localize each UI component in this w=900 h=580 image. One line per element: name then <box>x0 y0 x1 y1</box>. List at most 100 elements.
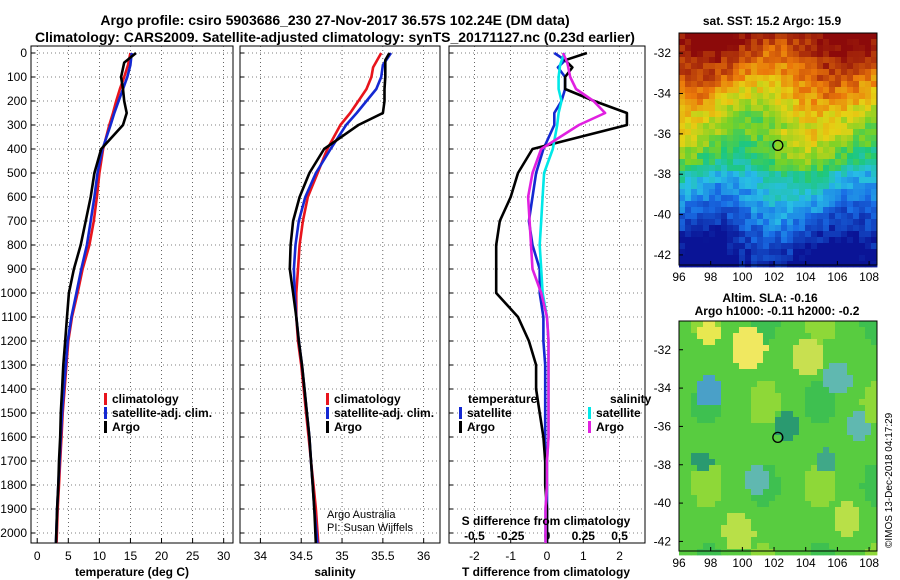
map-cell <box>703 207 710 214</box>
map-cell <box>787 399 794 406</box>
map-cell <box>841 159 848 166</box>
map-cell <box>739 171 746 178</box>
map-cell <box>865 99 872 106</box>
map-cell <box>835 69 842 76</box>
map-cell <box>817 333 824 340</box>
map-cell <box>697 153 704 160</box>
map-cell <box>841 429 848 436</box>
map-cell <box>823 393 830 400</box>
map-cell <box>793 75 800 82</box>
map-cell <box>721 423 728 430</box>
x-tick-label: -2 <box>469 549 480 563</box>
map-cell <box>799 429 806 436</box>
map-cell <box>859 333 866 340</box>
map-cell <box>853 129 860 136</box>
map-cell <box>799 171 806 178</box>
map-cell <box>703 171 710 178</box>
map-cell <box>721 225 728 232</box>
map-cell <box>727 81 734 88</box>
map-cell <box>823 195 830 202</box>
map-cell <box>709 237 716 244</box>
map-cell <box>811 57 818 64</box>
map-cell <box>829 207 836 214</box>
map-cell <box>805 321 812 328</box>
map-cell <box>799 45 806 52</box>
map-cell <box>757 381 764 388</box>
map-cell <box>751 141 758 148</box>
map-cell <box>799 189 806 196</box>
map-cell <box>769 363 776 370</box>
map-cell <box>685 399 692 406</box>
map-cell <box>703 255 710 262</box>
map-cell <box>679 195 686 202</box>
map-cell <box>709 87 716 94</box>
map-cell <box>799 381 806 388</box>
map-cell <box>811 387 818 394</box>
map-cell <box>787 507 794 514</box>
map-cell <box>841 255 848 262</box>
map-cell <box>715 183 722 190</box>
map-cell <box>811 417 818 424</box>
map-cell <box>823 483 830 490</box>
map-cell <box>787 351 794 358</box>
map-cell <box>769 99 776 106</box>
map-cell <box>811 249 818 256</box>
map-cell <box>727 177 734 184</box>
map-cell <box>787 165 794 172</box>
map-cell <box>829 141 836 148</box>
map-cell <box>703 213 710 220</box>
map-cell <box>787 525 794 532</box>
map-cell <box>769 135 776 142</box>
map-cell <box>691 435 698 442</box>
map-cell <box>739 357 746 364</box>
map-cell <box>709 543 716 550</box>
map-cell <box>871 57 878 64</box>
map-cell <box>763 453 770 460</box>
map-cell <box>703 159 710 166</box>
map-cell <box>697 411 704 418</box>
map-cell <box>751 393 758 400</box>
map-cell <box>721 357 728 364</box>
map-cell <box>793 369 800 376</box>
map-cell <box>793 141 800 148</box>
map-cell <box>787 447 794 454</box>
map-cell <box>871 207 878 214</box>
map-cell <box>793 507 800 514</box>
map-cell <box>775 387 782 394</box>
map-cell <box>721 201 728 208</box>
map-cell <box>799 93 806 100</box>
map-cell <box>757 33 764 40</box>
map-cell <box>847 495 854 502</box>
map-cell <box>847 411 854 418</box>
map-cell <box>745 33 752 40</box>
map-cell <box>775 261 782 268</box>
x-tick-label: 20 <box>155 549 169 563</box>
map-cell <box>769 465 776 472</box>
map-cell <box>871 369 878 376</box>
map-cell <box>745 321 752 328</box>
map-cell <box>793 465 800 472</box>
map-cell <box>865 123 872 130</box>
depth-tick-label: 1900 <box>0 502 27 516</box>
map-cell <box>865 453 872 460</box>
map-cell <box>871 447 878 454</box>
map-cell <box>781 483 788 490</box>
map-cell <box>817 141 824 148</box>
map-cell <box>853 471 860 478</box>
map-cell <box>715 153 722 160</box>
map-cell <box>733 237 740 244</box>
map-cell <box>859 363 866 370</box>
map-cell <box>793 129 800 136</box>
map-cell <box>721 345 728 352</box>
map-cell <box>835 165 842 172</box>
map-cell <box>769 441 776 448</box>
map-cell <box>697 525 704 532</box>
map-cell <box>817 417 824 424</box>
map-cell <box>697 231 704 238</box>
map-cell <box>829 459 836 466</box>
map-cell <box>751 189 758 196</box>
map-cell <box>859 153 866 160</box>
map-cell <box>799 345 806 352</box>
map-cell <box>685 369 692 376</box>
map-cell <box>679 39 686 46</box>
